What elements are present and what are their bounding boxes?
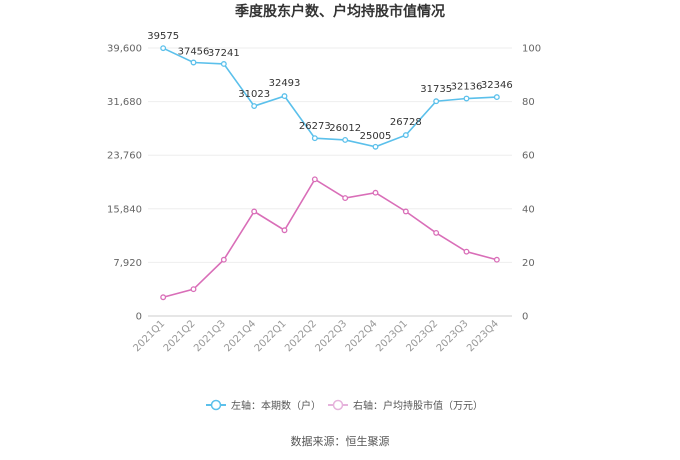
data-point[interactable]	[281, 93, 288, 100]
data-label: 37456	[178, 47, 210, 58]
x-tick-label: 2022Q2	[283, 318, 319, 354]
data-label: 32493	[269, 78, 301, 89]
x-tick-label: 2022Q3	[313, 318, 349, 354]
right-axis: 0 20 40 60 80 100	[522, 44, 541, 323]
data-point[interactable]	[402, 132, 409, 139]
left-tick-label: 0	[136, 312, 142, 323]
data-point[interactable]	[463, 95, 470, 102]
data-point[interactable]	[433, 229, 440, 236]
right-tick-label: 40	[522, 204, 535, 215]
left-tick-label: 7,920	[113, 258, 142, 269]
x-tick-label: 2021Q1	[131, 318, 167, 354]
right-tick-label: 80	[522, 97, 535, 108]
left-axis: 0 7,920 15,840 23,760 31,680 39,600	[107, 44, 142, 323]
data-point[interactable]	[190, 59, 197, 66]
legend-item-avg-value[interactable]: 右轴：户均持股市值（万元）	[328, 399, 483, 412]
right-tick-label: 100	[522, 44, 541, 55]
data-point[interactable]	[220, 61, 227, 67]
data-point[interactable]	[251, 103, 258, 109]
grid-lines	[148, 47, 512, 317]
data-label: 32136	[451, 82, 483, 93]
series-line	[162, 47, 497, 148]
data-point[interactable]	[311, 176, 318, 183]
right-tick-label: 0	[522, 312, 528, 323]
left-tick-label: 15,840	[107, 204, 142, 215]
data-point[interactable]	[372, 143, 379, 150]
left-tick-label: 39,600	[107, 44, 142, 55]
left-tick-label: 31,680	[107, 97, 142, 108]
legend-label-avg-value: 右轴：户均持股市值（万元）	[353, 399, 483, 412]
data-point[interactable]	[493, 256, 500, 263]
x-tick-label: 2021Q4	[222, 318, 258, 354]
x-tick-label: 2023Q4	[465, 318, 501, 354]
right-tick-label: 60	[522, 151, 535, 162]
x-tick-label: 2023Q3	[435, 318, 471, 354]
data-point[interactable]	[402, 208, 409, 215]
x-axis: 2021Q12021Q22021Q32021Q42022Q12022Q22022…	[131, 318, 501, 354]
legend-item-households[interactable]: 左轴：本期数（户）	[206, 399, 321, 412]
right-tick-label: 20	[522, 258, 535, 269]
data-point[interactable]	[311, 135, 318, 142]
legend-label-households: 左轴：本期数（户）	[231, 399, 321, 412]
x-tick-label: 2021Q3	[192, 318, 228, 354]
legend-marker-avg-value	[332, 399, 344, 411]
data-point[interactable]	[281, 227, 288, 234]
data-label: 39575	[147, 31, 179, 42]
data-label: 26012	[329, 123, 361, 134]
data-point[interactable]	[220, 256, 227, 263]
data-point[interactable]	[190, 286, 197, 293]
x-tick-label: 2023Q2	[404, 318, 440, 354]
left-tick-label: 23,760	[107, 151, 142, 162]
legend: 左轴：本期数（户） 右轴：户均持股市值（万元）	[206, 399, 483, 412]
x-tick-label: 2021Q2	[162, 318, 198, 354]
data-point[interactable]	[433, 98, 440, 105]
data-label: 32346	[481, 80, 513, 91]
data-label: 26728	[390, 117, 422, 128]
data-point[interactable]	[160, 45, 167, 52]
x-tick-label: 2022Q4	[344, 318, 380, 354]
data-point[interactable]	[342, 195, 349, 202]
data-point[interactable]	[372, 189, 379, 196]
series-line	[162, 178, 498, 299]
data-point[interactable]	[251, 208, 258, 215]
data-point[interactable]	[463, 248, 470, 255]
chart-title: 季度股东户数、户均持股市值情况	[234, 3, 445, 20]
data-label: 25005	[360, 131, 392, 142]
data-point[interactable]	[342, 137, 349, 143]
data-label: 31023	[238, 89, 270, 100]
series-1	[160, 176, 500, 301]
legend-marker-households	[210, 399, 222, 411]
data-label: 37241	[208, 48, 240, 59]
data-label: 31735	[420, 84, 452, 95]
x-tick-label: 2023Q1	[374, 318, 410, 354]
x-tick-label: 2022Q1	[253, 318, 289, 354]
data-point[interactable]	[493, 94, 500, 101]
data-source: 数据来源：恒生聚源	[291, 434, 390, 448]
data-label: 26273	[299, 121, 331, 132]
data-point[interactable]	[160, 294, 167, 301]
